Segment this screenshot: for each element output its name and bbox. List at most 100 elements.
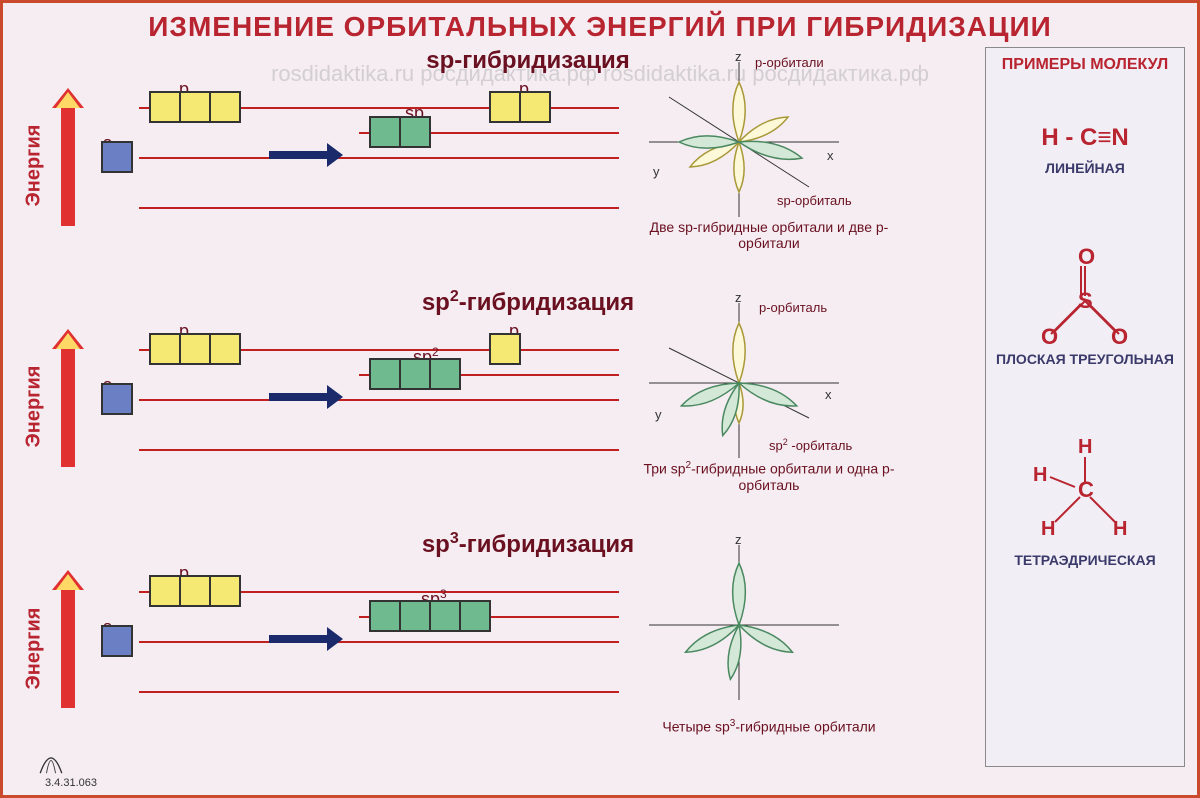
svg-text:y: y	[655, 407, 662, 422]
molecule-hcn: H - C≡N ЛИНЕЙНАЯ	[1041, 124, 1128, 176]
s-orbital	[101, 141, 131, 173]
hybrid-box	[429, 358, 461, 390]
energy-levels: s p sp p	[139, 77, 619, 227]
svg-text:y: y	[653, 164, 660, 179]
svg-text:z: z	[735, 532, 742, 547]
svg-text:sp-орбиталь: sp-орбиталь	[777, 193, 852, 208]
level-line	[139, 399, 619, 401]
main-column: Энергия sp-гибридизация s p sp	[15, 47, 977, 767]
energy-label: Энергия	[15, 530, 53, 767]
poster: ИЗМЕНЕНИЕ ОРБИТАЛЬНЫХ ЭНЕРГИЙ ПРИ ГИБРИД…	[0, 0, 1200, 798]
hybrid-orbitals	[369, 358, 459, 390]
p-box	[179, 575, 211, 607]
s-box	[101, 383, 133, 415]
level-line	[139, 641, 619, 643]
svg-text:H: H	[1113, 518, 1127, 540]
hybrid-box	[369, 600, 401, 632]
orbital-caption: Две sp-гибридные орбитали и две р-орбита…	[639, 219, 899, 251]
svg-text:S: S	[1078, 288, 1093, 313]
svg-text:р-орбитали: р-орбитали	[755, 55, 824, 70]
p-box	[179, 91, 211, 123]
p-box	[149, 91, 181, 123]
level-line	[139, 691, 619, 693]
hybridization-row-2: Энергия sp3-гибридизация s p sp3	[15, 530, 977, 767]
hybrid-box	[459, 600, 491, 632]
main-title: ИЗМЕНЕНИЕ ОРБИТАЛЬНЫХ ЭНЕРГИЙ ПРИ ГИБРИД…	[15, 11, 1185, 43]
hybrid-box	[399, 116, 431, 148]
energy-text: Энергия	[23, 125, 46, 207]
hybrid-orbitals	[369, 600, 489, 632]
so2-label: ПЛОСКАЯ ТРЕУГОЛЬНАЯ	[996, 351, 1174, 367]
svg-text:z: z	[735, 49, 742, 64]
so2-svg: O S O O	[1025, 246, 1145, 346]
svg-text:x: x	[825, 387, 832, 402]
s-orbital	[101, 625, 131, 657]
p-box	[489, 333, 521, 365]
hybrid-box	[369, 358, 401, 390]
svg-text:O: O	[1041, 324, 1058, 346]
p-orbitals-after	[489, 333, 519, 365]
level-line	[139, 157, 619, 159]
transition-arrow-icon	[269, 393, 329, 401]
p-box	[149, 575, 181, 607]
hybrid-box	[399, 600, 431, 632]
p-orbitals-before	[149, 575, 239, 607]
svg-text:sp2 -орбиталь: sp2 -орбиталь	[769, 437, 852, 453]
diagram-area: sp2-гибридизация s p sp2	[79, 288, 977, 525]
p-orbitals-before	[149, 91, 239, 123]
energy-arrow-icon	[61, 347, 75, 467]
svg-text:C: C	[1078, 477, 1094, 502]
hybridization-row-0: Энергия sp-гибридизация s p sp	[15, 47, 977, 284]
content-area: Энергия sp-гибридизация s p sp	[15, 47, 1185, 767]
p-box	[519, 91, 551, 123]
p-box	[209, 575, 241, 607]
orbital-caption: Три sp2-гибридные орбитали и одна р-орби…	[639, 460, 899, 493]
p-orbitals-after	[489, 91, 549, 123]
transition-arrow-icon	[269, 151, 329, 159]
p-box	[149, 333, 181, 365]
orbital-diagram-1: z x y р-орбиталь sp2 -орбиталь	[619, 288, 879, 488]
svg-text:H: H	[1033, 464, 1047, 486]
ch4-label: ТЕТРАЭДРИЧЕСКАЯ	[1014, 552, 1155, 568]
energy-label: Энергия	[15, 47, 53, 284]
footer-code: 3.4.31.063	[45, 777, 97, 789]
energy-levels: s p sp3	[139, 561, 619, 711]
s-box	[101, 141, 133, 173]
svg-text:р-орбиталь: р-орбиталь	[759, 300, 827, 315]
svg-text:H: H	[1041, 518, 1055, 540]
p-box	[209, 333, 241, 365]
hybridization-row-1: Энергия sp2-гибридизация s p sp2	[15, 288, 977, 525]
energy-arrow-icon	[61, 588, 75, 708]
orbital-caption: Четыре sp3-гибридные орбитали	[639, 718, 899, 735]
footer-icon	[33, 737, 69, 777]
p-box	[489, 91, 521, 123]
energy-levels: s p sp2 p	[139, 319, 619, 469]
ch4-svg: C H H H H	[1015, 427, 1155, 547]
level-line	[139, 449, 619, 451]
p-box	[179, 333, 211, 365]
hcn-label: ЛИНЕЙНАЯ	[1041, 160, 1128, 176]
energy-label: Энергия	[15, 288, 53, 525]
svg-text:z: z	[735, 290, 742, 305]
energy-text: Энергия	[23, 607, 46, 689]
p-box	[209, 91, 241, 123]
orbital-diagram-0: z x y р-орбитали sp-орбиталь	[619, 47, 879, 247]
diagram-area: sp-гибридизация s p sp	[79, 47, 977, 284]
molecule-ch4: C H H H H ТЕТРАЭДРИЧЕСКАЯ	[1014, 427, 1155, 568]
hybrid-orbitals	[369, 116, 429, 148]
svg-text:H: H	[1078, 436, 1092, 458]
sidebar-title: ПРИМЕРЫ МОЛЕКУЛ	[1002, 56, 1168, 74]
svg-text:O: O	[1111, 324, 1128, 346]
energy-text: Энергия	[23, 366, 46, 448]
energy-arrow-icon	[61, 106, 75, 226]
hybrid-box	[429, 600, 461, 632]
sidebar: ПРИМЕРЫ МОЛЕКУЛ H - C≡N ЛИНЕЙНАЯ O S O O	[985, 47, 1185, 767]
diagram-area: sp3-гибридизация s p sp3	[79, 530, 977, 767]
orbital-diagram-2: z	[619, 530, 879, 730]
s-box	[101, 625, 133, 657]
s-orbital	[101, 383, 131, 415]
hybrid-box	[369, 116, 401, 148]
svg-text:x: x	[827, 148, 834, 163]
hybrid-box	[399, 358, 431, 390]
transition-arrow-icon	[269, 635, 329, 643]
